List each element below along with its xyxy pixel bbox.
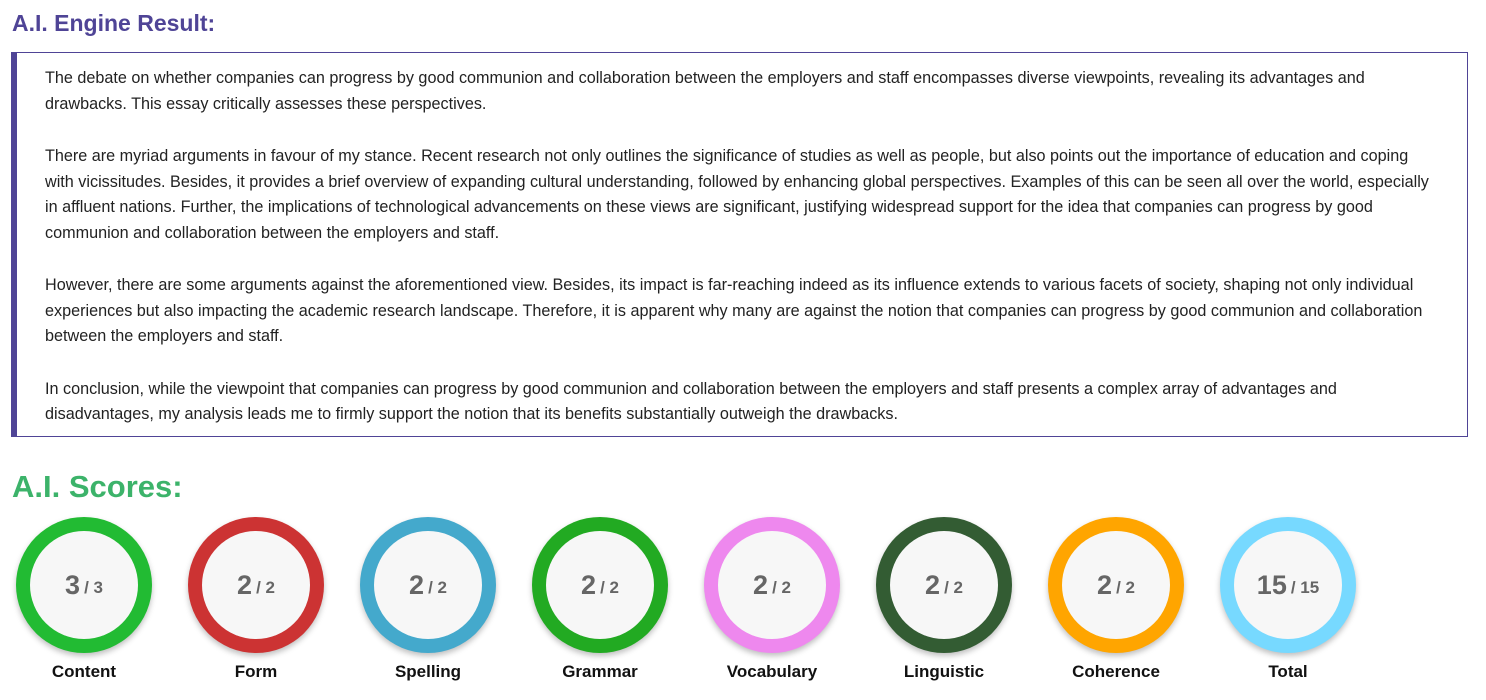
score-ring: 2/ 2 [704,517,840,653]
score-number: 2 [753,569,769,600]
score-label: Total [1268,662,1308,681]
score-ring: 2/ 2 [532,517,668,653]
score-value: 2/ 2 [718,531,826,639]
score-max: / 15 [1290,578,1320,597]
score-coherence: 2/ 2 Coherence [1048,517,1220,697]
score-content: 3/ 3 Content [16,517,188,697]
score-label: Coherence [1072,662,1160,681]
score-list: 3/ 3 Content 2/ 2 Form 2/ 2 Spelling 2/ 2 Gramm… [16,517,1392,697]
score-max: / 2 [772,578,791,597]
score-value: 2/ 2 [374,531,482,639]
score-vocabulary: 2/ 2 Vocabulary [704,517,876,697]
score-ring: 15/ 15 [1220,517,1356,653]
score-linguistic: 2/ 2 Linguistic [876,517,1048,697]
score-label: Grammar [562,662,638,681]
score-max: / 3 [84,578,103,597]
engine-result-heading: A.I. Engine Result: [12,10,216,36]
score-label: Linguistic [903,662,985,681]
score-label: Form [234,662,278,681]
essay-paragraph: The debate on whether companies can prog… [45,69,1365,113]
score-value: 3/ 3 [30,531,138,639]
scores-heading: A.I. Scores: [12,469,183,504]
score-max: / 2 [428,578,447,597]
score-value: 2/ 2 [202,531,310,639]
score-number: 2 [409,569,425,600]
score-ring: 2/ 2 [876,517,1012,653]
score-number: 2 [581,569,597,600]
score-value: 2/ 2 [546,531,654,639]
score-ring: 2/ 2 [360,517,496,653]
score-ring: 2/ 2 [1048,517,1184,653]
score-max: / 2 [256,578,275,597]
score-max: / 2 [944,578,963,597]
score-value: 2/ 2 [890,531,998,639]
score-number: 3 [65,569,81,600]
score-form: 2/ 2 Form [188,517,360,697]
score-number: 15 [1256,569,1287,600]
score-label: Content [51,662,117,681]
score-label: Vocabulary [726,662,818,681]
score-spelling: 2/ 2 Spelling [360,517,532,697]
score-number: 2 [1097,569,1113,600]
score-max: / 2 [600,578,619,597]
score-value: 2/ 2 [1062,531,1170,639]
essay-paragraph: However, there are some arguments agains… [45,276,1423,345]
score-value: 15/ 15 [1234,531,1342,639]
score-ring: 2/ 2 [188,517,324,653]
score-number: 2 [925,569,941,600]
essay-result-box: The debate on whether companies can prog… [11,52,1468,437]
score-ring: 3/ 3 [16,517,152,653]
score-label: Spelling [394,662,462,681]
essay-paragraph: There are myriad arguments in favour of … [45,147,1429,242]
essay-paragraph: In conclusion, while the viewpoint that … [45,379,1337,424]
score-grammar: 2/ 2 Grammar [532,517,704,697]
score-number: 2 [237,569,253,600]
score-max: / 2 [1116,578,1135,597]
score-total: 15/ 15 Total [1220,517,1392,697]
